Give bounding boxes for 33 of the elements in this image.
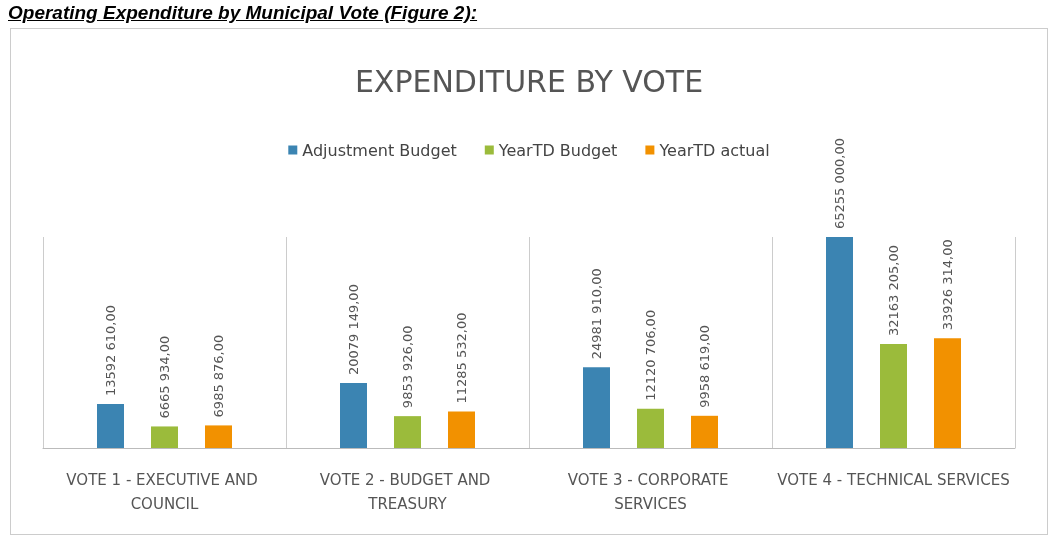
bar (691, 415, 718, 448)
bar (448, 411, 475, 448)
bar (583, 367, 610, 448)
data-label: 13592 610,00 (103, 305, 118, 397)
legend-label: YearTD actual (658, 140, 770, 160)
bar (394, 416, 421, 448)
bar (880, 344, 907, 448)
x-tick-label: VOTE 2 - BUDGET AND TREASURY (319, 471, 496, 513)
x-tick-label: VOTE 1 - EXECUTIVE AND COUNCIL (66, 471, 263, 513)
data-label: 65255 000,00 (832, 138, 847, 229)
data-label: 9958 619,00 (697, 325, 712, 408)
bar (637, 408, 664, 448)
bar (97, 404, 124, 448)
bar (151, 426, 178, 448)
data-label: 32163 205,00 (886, 245, 901, 336)
legend-label: Adjustment Budget (302, 140, 457, 160)
data-label: 6665 934,00 (157, 335, 172, 419)
data-label: 6985 876,00 (211, 334, 226, 418)
data-label: 20079 149,00 (346, 284, 361, 376)
data-label: 33926 314,00 (940, 239, 955, 331)
data-label: 24981 910,00 (589, 268, 604, 360)
x-tick-label: VOTE 4 - TECHNICAL SERVICES (777, 471, 1010, 489)
data-label: 12120 706,00 (643, 309, 658, 401)
data-label: 11285 532,00 (454, 312, 469, 404)
bar (826, 237, 853, 448)
legend-label: YearTD Budget (497, 140, 618, 160)
bar (934, 338, 961, 448)
data-label: 9853 926,00 (400, 325, 415, 409)
text: Operating Expenditure by Municipal Vote (Figure 2): (8, 2, 478, 24)
chart-title: EXPENDITURE BY VOTE (354, 63, 704, 99)
bar (340, 383, 367, 448)
bar (205, 425, 232, 448)
x-tick-label: VOTE 3 - CORPORATE SERVICES (567, 471, 734, 513)
